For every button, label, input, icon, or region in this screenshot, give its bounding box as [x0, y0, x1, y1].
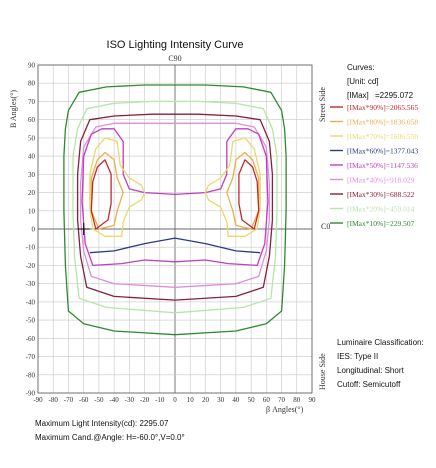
- x-tick-label: -70: [64, 396, 74, 404]
- classification-cutoff: Cutoff: Semicutoff: [337, 380, 401, 389]
- legend-entry: [IMax*80%]=1836.058: [347, 118, 418, 127]
- plot-frame: [37, 64, 313, 394]
- legend-imax-label: [IMax]: [347, 91, 369, 100]
- y-tick-label: 90: [28, 62, 36, 70]
- y-tick-label: 50: [28, 134, 36, 142]
- contour-10pct: [63, 84, 287, 336]
- contour-70pct: [89, 137, 146, 237]
- x-tick-label: -30: [125, 396, 135, 404]
- y-tick-label: -80: [26, 371, 36, 379]
- y-axis-label: B Angles(°): [9, 90, 18, 128]
- street-side-label: Street Side: [318, 87, 327, 122]
- legend-entry: [IMax*50%]=1147.536: [347, 161, 418, 170]
- x-tick-label: -80: [49, 396, 59, 404]
- x-tick-label: -10: [155, 396, 165, 404]
- grid: [37, 64, 313, 394]
- x-tick-label: 40: [232, 396, 240, 404]
- y-tick-label: -40: [26, 298, 36, 306]
- legend-title: Curves:: [347, 63, 375, 72]
- y-tick-label: -60: [26, 335, 36, 343]
- footer-max-angle: Maximum Cand.@Angle: H=-60.0°,V=0.0°: [35, 433, 185, 442]
- contour-80pct: [90, 151, 124, 230]
- x-tick-label: 20: [202, 396, 210, 404]
- x-tick-label: 0: [173, 396, 177, 404]
- x-tick-label: -20: [140, 396, 150, 404]
- contour-50pct: [81, 128, 269, 267]
- legend-unit: [Unit: cd]: [347, 77, 379, 86]
- x-tick-label: 10: [187, 396, 195, 404]
- x-tick-labels: -90 -80 -70 -60 -50 -40 -30 -20 -10 0 10 20 30 40 50 60…: [33, 396, 316, 404]
- classification-heading: Luminaire Classification:: [337, 338, 424, 347]
- y-tick-label: 20: [28, 189, 36, 197]
- y-tick-label: 60: [28, 116, 36, 124]
- contour-lines: [63, 84, 287, 336]
- y-tick-label: 30: [28, 171, 36, 179]
- c90-label: C90: [168, 54, 181, 63]
- contour-80pct: [226, 151, 260, 230]
- contour-20pct: [72, 100, 278, 314]
- legend-entry: [IMax*90%]=2065.565: [347, 103, 418, 112]
- y-tick-labels: 90 80 70 60 50 40 30 20 10 0 -10 -20 -30 -40 -50 -60 -70…: [26, 62, 36, 398]
- legend-entry: [IMax*40%]=918.029: [347, 176, 415, 185]
- x-axis-label: β Angles(°): [266, 405, 304, 414]
- y-tick-label: -90: [26, 390, 36, 398]
- x-tick-label: -90: [33, 396, 43, 404]
- x-tick-label: 50: [248, 396, 256, 404]
- classification-ies: IES: Type II: [337, 352, 378, 361]
- legend-entry: [IMax*20%]=459.014: [347, 205, 415, 214]
- contour-70pct: [204, 137, 261, 237]
- legend-entry: [IMax*30%]=688.522: [347, 190, 415, 199]
- y-tick-label: -50: [26, 317, 36, 325]
- x-tick-label: 80: [293, 396, 301, 404]
- y-tick-label: 0: [32, 226, 36, 234]
- y-tick-label: -30: [26, 280, 36, 288]
- x-tick-label: -50: [94, 396, 104, 404]
- chart-title: ISO Lighting Intensity Curve: [107, 39, 244, 51]
- y-tick-label: 70: [28, 98, 36, 106]
- x-tick-label: 30: [217, 396, 225, 404]
- legend-entries: [IMax*90%]=2065.565 [IMax*80%]=1836.058 [I…: [330, 103, 418, 228]
- classification-longitudinal: Longitudinal: Short: [337, 366, 404, 375]
- legend-entry: [IMax*70%]=1606.550: [347, 132, 418, 141]
- y-tick-label: -70: [26, 353, 36, 361]
- classification-block: Luminaire Classification: IES: Type II L…: [337, 338, 424, 389]
- contour-90pct: [90, 159, 112, 230]
- y-tick-label: 10: [28, 207, 36, 215]
- footer-max-intensity: Maximum Light Intensity(cd): 2295.07: [35, 419, 169, 428]
- y-tick-label: -10: [26, 244, 36, 252]
- contour-30pct: [76, 113, 274, 301]
- contour-60pct: [89, 237, 261, 254]
- house-side-label: House Side: [318, 353, 327, 390]
- contour-90pct: [238, 159, 260, 230]
- legend-entry: [IMax*10%]=229.507: [347, 219, 415, 228]
- x-tick-label: 90: [309, 396, 317, 404]
- y-tick-label: 40: [28, 153, 36, 161]
- max-marker: [77, 223, 90, 235]
- contour-40pct: [79, 122, 271, 288]
- y-tick-label: 80: [28, 80, 36, 88]
- x-tick-label: -60: [79, 396, 89, 404]
- legend-entry: [IMax*60%]=1377.043: [347, 147, 418, 156]
- x-tick-label: 60: [263, 396, 271, 404]
- x-tick-label: -40: [109, 396, 119, 404]
- c0-label: C0: [321, 222, 330, 231]
- legend-imax-value: =2295.072: [375, 91, 414, 100]
- legend: Curves: [Unit: cd] [IMax] =2295.072 [IMa…: [330, 63, 418, 228]
- x-tick-label: 70: [278, 396, 286, 404]
- y-tick-label: -20: [26, 262, 36, 270]
